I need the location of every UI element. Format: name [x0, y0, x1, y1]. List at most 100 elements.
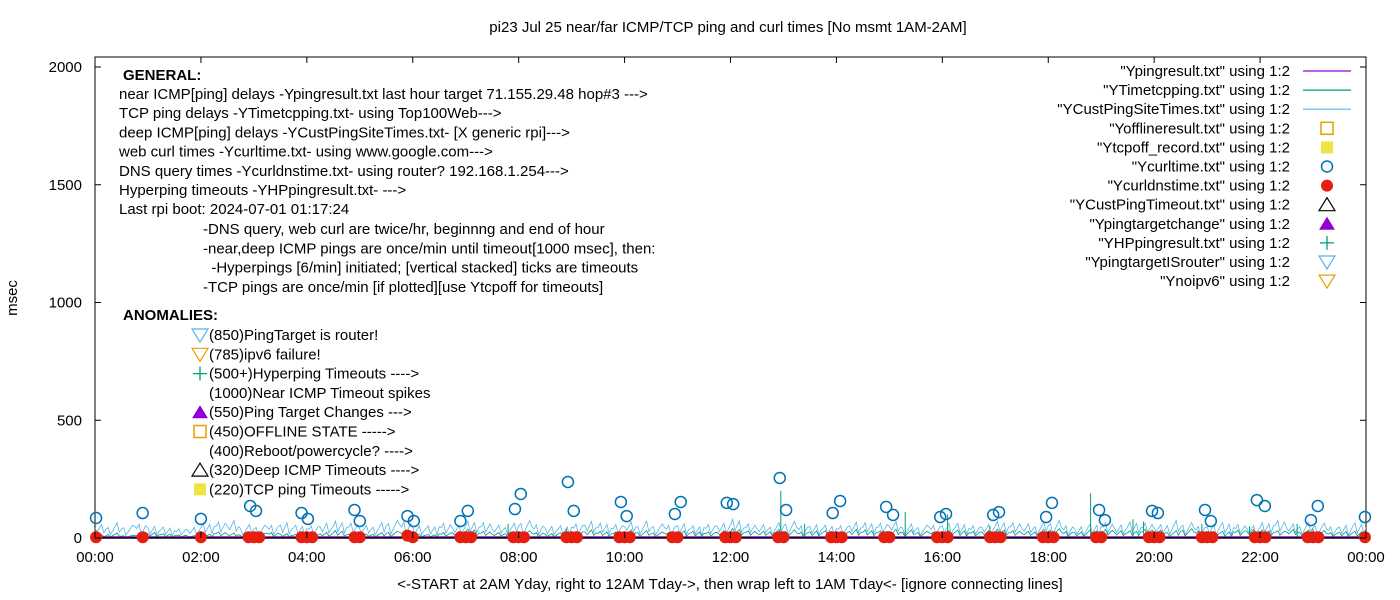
curl-time-point [1304, 513, 1318, 527]
filled-circle-icon [671, 531, 684, 544]
general-note-line: Hyperping timeouts -YHPpingresult.txt- -… [119, 182, 406, 199]
anomaly-item: (500+)Hyperping Timeouts ----> [209, 366, 419, 383]
curl-time-point [1311, 499, 1325, 513]
curl-time-point [353, 514, 367, 528]
filled-circle-icon [1153, 531, 1166, 544]
filled-circle-icon [941, 531, 954, 544]
legend-label: "Ypingresult.txt" using 1:2 [1120, 63, 1290, 80]
curl-time-point [826, 506, 839, 520]
plus-icon [193, 366, 207, 381]
general-note-line: deep ICMP[ping] delays -YCustPingSiteTim… [119, 124, 570, 141]
curl-time-point [1098, 513, 1112, 527]
dns-time-point [353, 531, 366, 544]
open-triangle-icon [1317, 196, 1337, 212]
open-circle-icon [249, 504, 263, 518]
open-circle-icon [992, 505, 1006, 519]
open-down-triangle-icon [1317, 274, 1337, 290]
filled-circle-icon [1312, 531, 1325, 544]
filled-circle-icon [994, 531, 1007, 544]
curl-time-point [249, 504, 263, 518]
anomalies-notes: ANOMALIES: (850)PingTarget is router! (785… [123, 307, 430, 498]
filled-triangle-icon [1319, 216, 1335, 230]
y-tick-label: 0 [74, 530, 82, 547]
legend-label: "YCustPingTimeout.txt" using 1:2 [1070, 197, 1290, 214]
open-circle-icon [567, 504, 580, 518]
anomaly-symbol [190, 328, 210, 344]
general-note-indented-line: -DNS query, web curl are twice/hr, begin… [203, 221, 605, 238]
open-circle-icon [1039, 510, 1053, 524]
filled-circle-icon [883, 531, 896, 544]
anomaly-symbol [190, 347, 210, 363]
anomaly-symbol [193, 366, 207, 381]
curl-time-point [1151, 506, 1165, 520]
x-tick-label: 16:00 [924, 549, 962, 566]
x-tick-label: 00:00 [1347, 549, 1385, 566]
filled-square-icon [194, 483, 206, 496]
open-square-icon [1320, 121, 1334, 136]
curl-time-point [461, 504, 475, 518]
open-circle-icon [614, 495, 628, 509]
curl-time-point [407, 514, 421, 528]
curl-time-point [773, 471, 787, 485]
dns-time-point [570, 531, 583, 544]
open-down-triangle-icon [1317, 255, 1337, 271]
x-tick-label: 00:00 [76, 549, 114, 566]
general-note-indented-line: -Hyperpings [6/min] initiated; [vertical… [203, 260, 638, 277]
curl-time-point [454, 514, 467, 528]
filled-circle-icon [729, 531, 742, 544]
dns-time-point [517, 531, 530, 544]
anomaly-symbol [190, 461, 210, 477]
open-circle-icon [353, 514, 367, 528]
x-tick-label: 22:00 [1241, 549, 1279, 566]
filled-circle-icon [1095, 531, 1108, 544]
curl-time-point [779, 503, 793, 517]
general-note-indented-line: -near,deep ICMP pings are once/min until… [203, 240, 655, 257]
dns-time-point [941, 531, 954, 544]
curl-time-point [992, 505, 1006, 519]
open-circle-icon [939, 507, 953, 521]
curl-time-point [986, 508, 1000, 522]
general-note-line: near ICMP[ping] delays -Ypingresult.txt … [119, 86, 648, 103]
custping-series-line [94, 517, 1367, 537]
dns-time-point [306, 531, 319, 544]
general-notes: GENERAL: near ICMP[ping] delays -Ypingres… [118, 67, 655, 296]
legend: "Ypingresult.txt" using 1:2 "YTimetcpping… [1057, 63, 1351, 290]
curl-time-point [561, 475, 575, 489]
dns-time-point [465, 531, 478, 544]
curl-time-point [1358, 510, 1372, 524]
legend-label: "YHPpingresult.txt" using 1:2 [1098, 235, 1290, 252]
dns-time-point [1312, 531, 1325, 544]
curl-time-point [674, 495, 687, 509]
open-circle-icon [886, 508, 900, 522]
filled-circle-icon [623, 531, 636, 544]
anomaly-item: (1000)Near ICMP Timeout spikes [209, 385, 430, 402]
filled-circle-icon [90, 531, 103, 544]
general-note-line: DNS query times -Ycurldnstime.txt- using… [119, 163, 569, 180]
curl-time-point [295, 506, 308, 520]
curl-time-point [89, 511, 103, 525]
open-circle-icon [620, 509, 633, 523]
open-triangle-icon [190, 461, 210, 477]
dns-time-point [777, 531, 790, 544]
curl-time-point [939, 507, 953, 521]
curl-time-point [933, 510, 947, 524]
curl-time-point [1204, 514, 1218, 528]
open-circle-icon [779, 503, 793, 517]
open-circle-icon [668, 507, 682, 521]
y-tick-label: 1000 [49, 295, 82, 312]
legend-label: "YTimetcpping.txt" using 1:2 [1103, 82, 1290, 99]
y-tick-label: 2000 [49, 59, 82, 76]
open-circle-icon [1198, 503, 1212, 517]
legend-symbol [1317, 196, 1337, 212]
y-tick-label: 1500 [49, 177, 82, 194]
anomalies-heading: ANOMALIES: [123, 307, 218, 324]
legend-label: "Yofflineresult.txt" using 1:2 [1109, 120, 1290, 137]
dns-time-point [136, 531, 149, 544]
legend-label: "Ycurldnstime.txt" using 1:2 [1108, 178, 1290, 195]
open-down-triangle-icon [190, 328, 210, 344]
curl-time-point [194, 512, 208, 526]
open-circle-icon [301, 512, 315, 526]
dns-time-point [671, 531, 684, 544]
curl-time-point [1250, 493, 1264, 507]
chart-title: pi23 Jul 25 near/far ICMP/TCP ping and c… [489, 19, 966, 36]
